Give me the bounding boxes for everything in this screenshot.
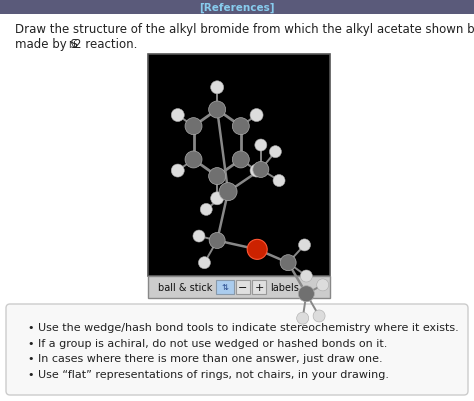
Circle shape xyxy=(280,255,296,271)
Circle shape xyxy=(200,204,212,216)
Text: • Use the wedge/hash bond tools to indicate stereochemistry where it exists.: • Use the wedge/hash bond tools to indic… xyxy=(28,322,459,332)
Text: • In cases where there is more than one answer, just draw one.: • In cases where there is more than one … xyxy=(28,354,383,364)
Text: labels: labels xyxy=(270,282,299,292)
Circle shape xyxy=(185,118,202,135)
Circle shape xyxy=(299,239,310,251)
Circle shape xyxy=(193,231,205,243)
Circle shape xyxy=(297,312,309,324)
Bar xyxy=(252,280,266,294)
Text: −: − xyxy=(238,282,248,292)
Circle shape xyxy=(219,183,237,201)
Circle shape xyxy=(199,257,210,269)
Circle shape xyxy=(313,310,325,322)
Circle shape xyxy=(171,109,184,122)
Circle shape xyxy=(273,175,285,187)
Circle shape xyxy=(247,240,267,260)
Bar xyxy=(148,276,330,298)
Circle shape xyxy=(253,162,269,178)
Bar xyxy=(0,0,474,15)
Text: • Use “flat” representations of rings, not chairs, in your drawing.: • Use “flat” representations of rings, n… xyxy=(28,369,389,379)
Circle shape xyxy=(317,279,329,291)
Circle shape xyxy=(250,165,263,178)
Bar xyxy=(148,55,330,276)
Circle shape xyxy=(250,109,263,122)
Text: • If a group is achiral, do not use wedged or hashed bonds on it.: • If a group is achiral, do not use wedg… xyxy=(28,338,387,348)
Circle shape xyxy=(209,102,226,119)
Text: 2 reaction.: 2 reaction. xyxy=(74,38,137,51)
Text: N: N xyxy=(68,41,75,50)
Text: ball & stick: ball & stick xyxy=(158,282,212,292)
Bar xyxy=(236,280,250,294)
Circle shape xyxy=(269,146,282,158)
Circle shape xyxy=(210,81,224,95)
Text: made by S: made by S xyxy=(15,38,78,51)
Circle shape xyxy=(255,140,267,152)
Circle shape xyxy=(298,286,314,302)
Text: Draw the structure of the alkyl bromide from which the alkyl acetate shown below: Draw the structure of the alkyl bromide … xyxy=(15,23,474,36)
Circle shape xyxy=(209,233,225,249)
Circle shape xyxy=(232,152,249,168)
Bar xyxy=(216,280,234,294)
FancyBboxPatch shape xyxy=(6,304,468,395)
Text: [References]: [References] xyxy=(199,2,275,13)
Circle shape xyxy=(185,152,202,168)
Circle shape xyxy=(209,168,226,185)
Circle shape xyxy=(210,192,224,205)
Text: +: + xyxy=(255,282,264,292)
Circle shape xyxy=(232,118,249,135)
Circle shape xyxy=(301,270,312,282)
Text: ⇅: ⇅ xyxy=(221,283,228,292)
Circle shape xyxy=(171,165,184,178)
